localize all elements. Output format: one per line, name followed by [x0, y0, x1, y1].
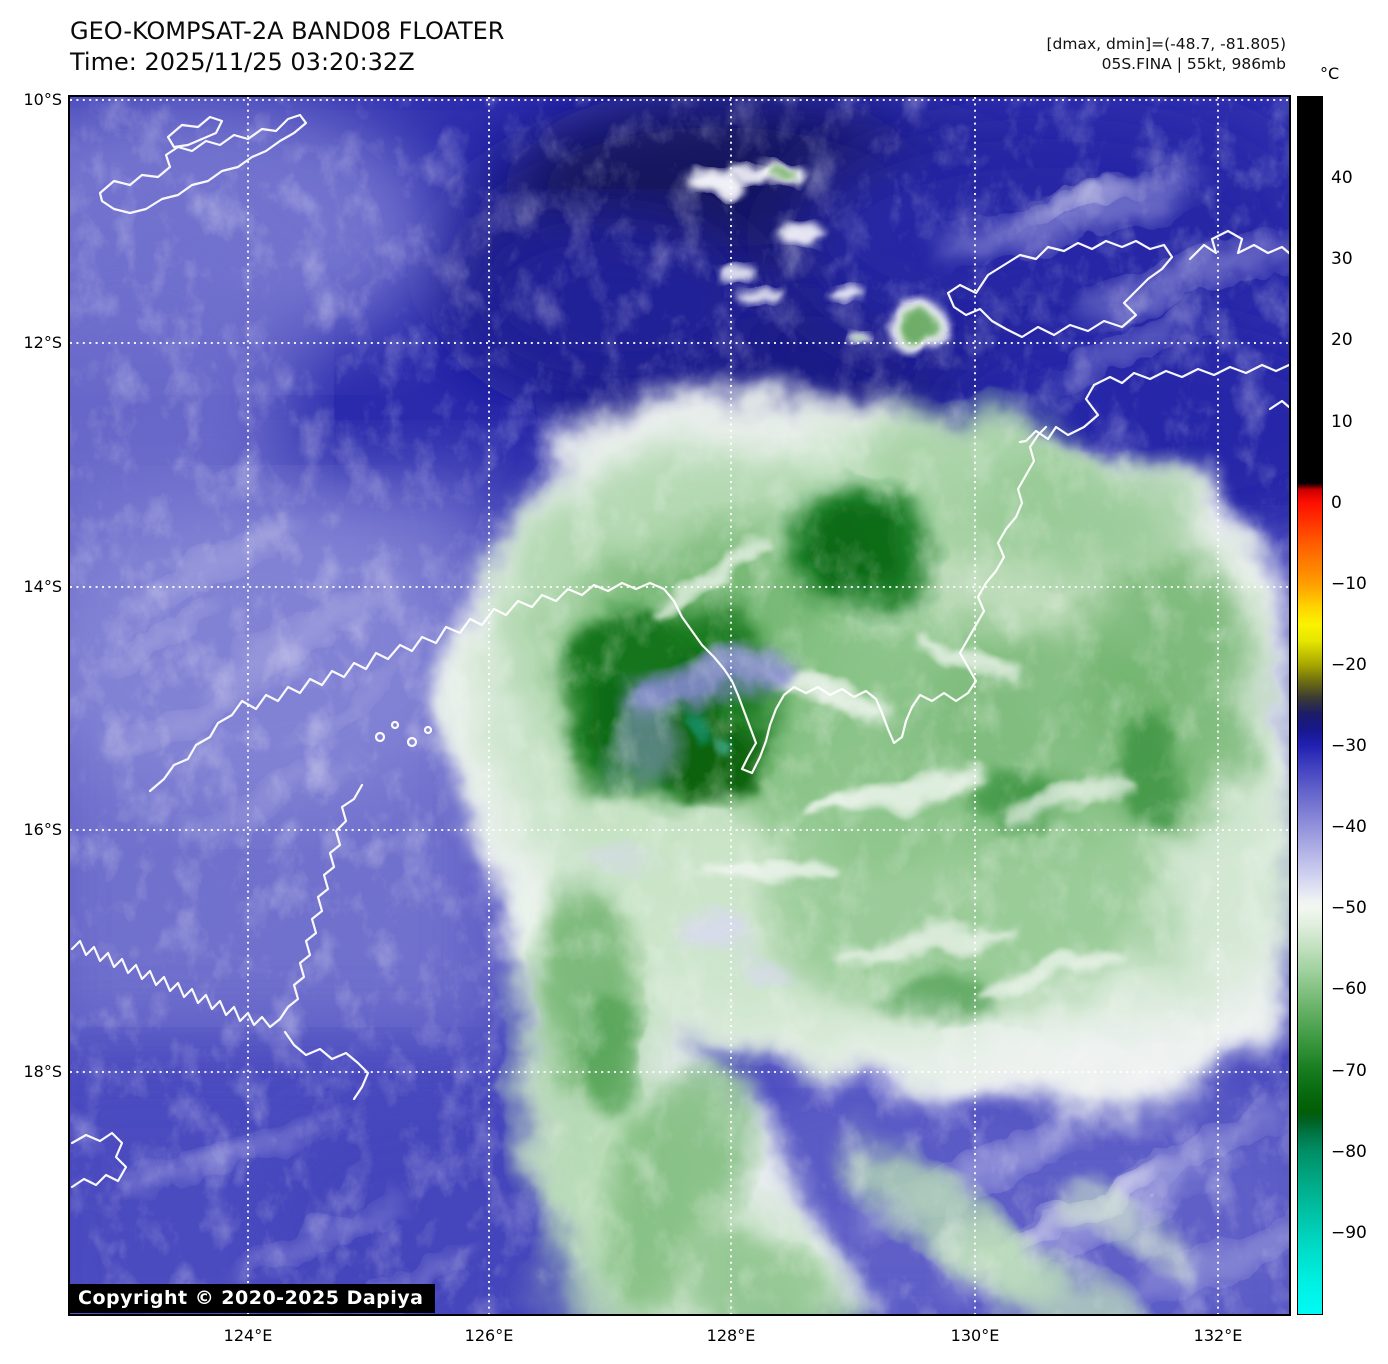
cloud-texture-overlay [70, 97, 1289, 1314]
coastline-roebuck [283, 1030, 370, 1101]
coastline-timor [98, 113, 308, 215]
latitude-tick-label: 10°S [23, 90, 62, 109]
colorbar-unit-label: °C [1320, 64, 1340, 83]
title-block: GEO-KOMPSAT-2A BAND08 FLOATER Time: 2025… [70, 16, 504, 78]
coastline-islet [374, 731, 386, 743]
colorbar-tick-label: −30 [1331, 736, 1367, 757]
coastline-tiwi-islands [946, 239, 1174, 339]
colorbar-tick-label: −90 [1331, 1222, 1367, 1243]
colorbar-tick-label: −80 [1331, 1141, 1367, 1162]
temperature-colorbar [1297, 96, 1323, 1315]
coastline-nt-coast [1018, 363, 1289, 444]
colorbar-tick-label: −10 [1331, 573, 1367, 594]
longitude-tick-label: 126°E [464, 1326, 514, 1345]
latitude-tick-label: 18°S [23, 1062, 62, 1081]
colorbar-tick-label: −70 [1331, 1060, 1367, 1081]
longitude-tick-label: 128°E [706, 1326, 756, 1345]
info-block: [dmax, dmin]=(-48.7, -81.805) 05S.FINA |… [1047, 34, 1287, 74]
coastline-timor-islet [166, 115, 224, 149]
satellite-imagery [70, 97, 1289, 1314]
coastline-kimberley [148, 425, 1048, 793]
colorbar-tick-label: 30 [1331, 249, 1353, 270]
latitude-tick-label: 12°S [23, 333, 62, 352]
coastline-islet [390, 720, 400, 730]
colorbar-tick-label: −20 [1331, 654, 1367, 675]
colorbar-tick-label: 40 [1331, 168, 1353, 189]
longitude-tick-label: 130°E [950, 1326, 1000, 1345]
graticule-grid [70, 97, 1289, 1314]
coastlines [70, 113, 1289, 1189]
coastline-islet [423, 725, 433, 735]
coastline-nt-island [1268, 399, 1289, 411]
page-title: GEO-KOMPSAT-2A BAND08 FLOATER [70, 17, 505, 45]
timestamp-label: Time: 2025/11/25 03:20:32Z [70, 48, 415, 76]
colorbar-tick-label: 0 [1331, 492, 1342, 513]
storm-id-label: 05S.FINA | 55kt, 986mb [1101, 55, 1286, 73]
coastline-bottom-left [70, 1131, 128, 1189]
dmax-dmin-label: [dmax, dmin]=(-48.7, -81.805) [1046, 35, 1287, 53]
coastline-islet [406, 736, 418, 748]
copyright-badge: Copyright © 2020-2025 Dapiya [70, 1284, 436, 1313]
latitude-tick-label: 14°S [23, 577, 62, 596]
colorbar-tick-label: −50 [1331, 898, 1367, 919]
latitude-tick-label: 16°S [23, 820, 62, 839]
coastline-cobourg [1188, 229, 1289, 261]
colorbar-tick-label: 10 [1331, 411, 1353, 432]
colorbar-tick-label: 20 [1331, 330, 1353, 351]
satellite-map: Copyright © 2020-2025 Dapiya [68, 95, 1291, 1316]
colorbar-tick-label: −40 [1331, 817, 1367, 838]
colorbar-tick-label: −60 [1331, 979, 1367, 1000]
longitude-tick-label: 124°E [223, 1326, 273, 1345]
longitude-tick-label: 132°E [1193, 1326, 1243, 1345]
